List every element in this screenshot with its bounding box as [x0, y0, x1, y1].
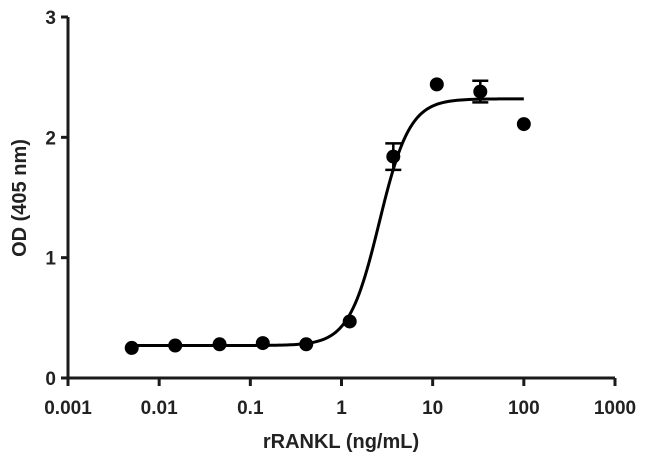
data-point: [342, 314, 357, 329]
data-point: [168, 338, 183, 353]
data-point: [429, 77, 444, 92]
x-tick-label: 0.01: [141, 398, 178, 419]
y-axis: 0 1 2 3: [45, 8, 70, 390]
y-tick-label: 1: [45, 249, 56, 270]
data-points: [124, 77, 531, 355]
x-tick-label: 10: [422, 398, 443, 419]
fit-curve: [131, 97, 524, 348]
data-point: [386, 149, 401, 164]
y-tick-label: 2: [45, 128, 56, 149]
x-tick-label: 1000: [594, 398, 636, 419]
x-tick-label: 1: [336, 398, 347, 419]
y-axis-title: OD (405 nm): [9, 139, 31, 257]
data-point: [124, 340, 139, 355]
data-point: [212, 337, 227, 352]
y-tick-label: 0: [45, 369, 56, 390]
x-tick-label: 100: [508, 398, 540, 419]
data-point: [516, 117, 531, 132]
x-axis-title: rRANKL (ng/mL): [263, 431, 419, 453]
y-tick-label: 3: [45, 8, 56, 29]
x-tick-label: 0.1: [237, 398, 264, 419]
x-axis: 0.001 0.01 0.1 1 10 100 1000: [44, 376, 636, 419]
data-point: [255, 336, 270, 351]
x-tick-label: 0.001: [44, 398, 92, 419]
data-point: [473, 84, 488, 99]
data-point: [299, 337, 314, 352]
